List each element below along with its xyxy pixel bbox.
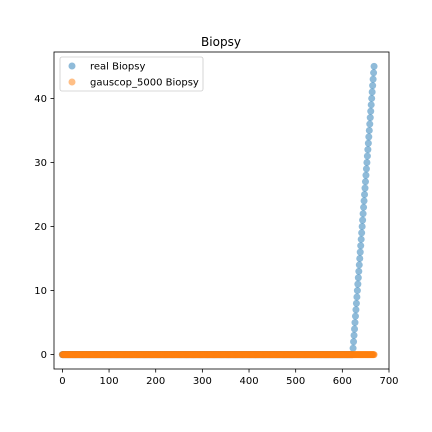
- data-point-gauscop-biopsy: [370, 351, 378, 359]
- data-point-real-biopsy: [363, 152, 371, 160]
- data-point-real-biopsy: [362, 165, 370, 173]
- data-point-real-biopsy: [360, 203, 368, 211]
- data-point-real-biopsy: [356, 248, 364, 256]
- data-point-real-biopsy: [369, 82, 377, 90]
- data-point-real-biopsy: [351, 312, 359, 320]
- x-tick-label: 500: [286, 376, 305, 387]
- data-point-real-biopsy: [355, 261, 363, 269]
- data-point-real-biopsy: [353, 287, 361, 295]
- x-tick-label: 100: [100, 376, 119, 387]
- data-point-real-biopsy: [358, 229, 366, 237]
- data-point-real-biopsy: [367, 107, 375, 115]
- data-point-real-biopsy: [350, 338, 358, 346]
- data-point-real-biopsy: [361, 190, 369, 198]
- data-point-real-biopsy: [359, 210, 367, 218]
- x-axis: 0 100 200 300 400 500 600 700: [59, 369, 399, 387]
- legend-label-gauscop-biopsy: gauscop_5000 Biopsy: [90, 78, 199, 89]
- data-point-real-biopsy: [365, 126, 373, 134]
- data-point-real-biopsy: [351, 319, 359, 327]
- x-tick-label: 200: [146, 376, 165, 387]
- data-point-real-biopsy: [364, 146, 372, 154]
- legend: real Biopsy gauscop_5000 Biopsy: [59, 56, 204, 92]
- data-point-real-biopsy: [360, 197, 368, 205]
- y-axis: 0 10 20 30 40: [34, 94, 54, 361]
- data-point-real-biopsy: [361, 184, 369, 192]
- series-real-biopsy: [58, 62, 378, 359]
- data-point-real-biopsy: [368, 94, 376, 102]
- plot-area-frame: [53, 51, 390, 370]
- data-point-real-biopsy: [370, 69, 378, 77]
- data-point-real-biopsy: [357, 235, 365, 243]
- data-point-real-biopsy: [362, 171, 370, 179]
- data-point-real-biopsy: [367, 101, 375, 109]
- data-point-real-biopsy: [366, 114, 374, 122]
- x-tick-label: 300: [193, 376, 212, 387]
- data-point-real-biopsy: [355, 267, 363, 275]
- data-point-real-biopsy: [365, 133, 373, 141]
- legend-marker-gauscop-biopsy: [68, 78, 76, 86]
- x-tick-label: 400: [239, 376, 258, 387]
- data-point-real-biopsy: [368, 88, 376, 96]
- legend-marker-real-biopsy: [68, 62, 76, 70]
- y-tick-label: 10: [34, 286, 47, 297]
- y-tick-label: 30: [34, 158, 47, 169]
- data-point-real-biopsy: [351, 325, 359, 333]
- data-point-real-biopsy: [363, 158, 371, 166]
- x-tick-label: 700: [379, 376, 398, 387]
- chart-title: Biopsy: [201, 35, 241, 49]
- data-point-real-biopsy: [353, 293, 361, 301]
- data-point-real-biopsy: [358, 223, 366, 231]
- y-tick-label: 40: [34, 94, 47, 105]
- data-point-real-biopsy: [366, 120, 374, 128]
- legend-label-real-biopsy: real Biopsy: [90, 62, 145, 73]
- data-point-real-biopsy: [354, 280, 362, 288]
- x-tick-label: 600: [333, 376, 352, 387]
- data-point-real-biopsy: [350, 331, 358, 339]
- data-point-real-biopsy: [354, 274, 362, 282]
- data-point-real-biopsy: [361, 178, 369, 186]
- data-point-real-biopsy: [370, 62, 378, 70]
- data-point-real-biopsy: [357, 242, 365, 250]
- x-tick-label: 0: [59, 376, 65, 387]
- data-point-real-biopsy: [359, 216, 367, 224]
- data-point-real-biopsy: [352, 306, 360, 314]
- data-point-real-biopsy: [364, 139, 372, 147]
- y-tick-label: 0: [41, 350, 47, 361]
- data-point-real-biopsy: [349, 344, 357, 352]
- y-tick-label: 20: [34, 222, 47, 233]
- data-point-real-biopsy: [356, 255, 364, 263]
- data-point-real-biopsy: [352, 299, 360, 307]
- data-point-real-biopsy: [369, 75, 377, 83]
- series-gauscop-biopsy: [58, 351, 378, 359]
- legend-frame: [59, 56, 204, 92]
